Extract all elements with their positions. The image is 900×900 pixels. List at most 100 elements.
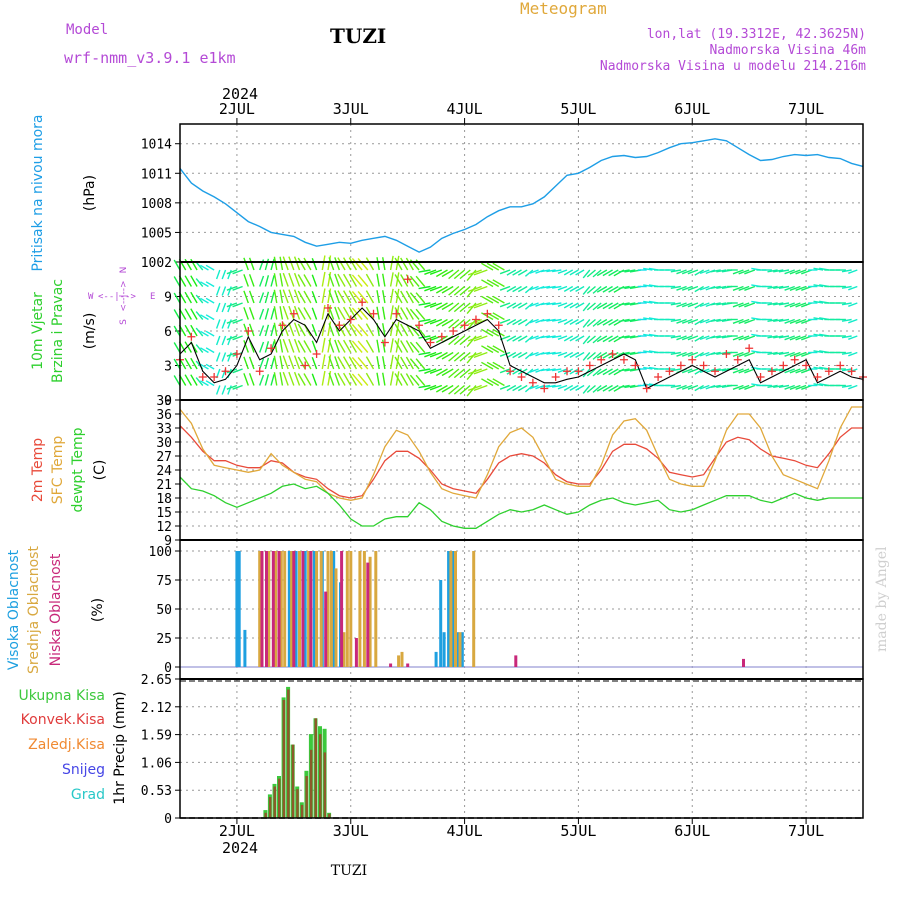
wind-arrow bbox=[624, 351, 636, 356]
wind-arrow bbox=[540, 351, 551, 355]
wind-arrow bbox=[506, 285, 517, 293]
cloud-bar-3 bbox=[271, 551, 275, 667]
wind-arrow bbox=[773, 335, 784, 339]
wind-arrow bbox=[279, 339, 284, 353]
compass-ew-arrow: <--|--> bbox=[98, 292, 137, 302]
wind-arrow bbox=[297, 356, 306, 370]
wind-arrow bbox=[282, 338, 289, 353]
cloud-bar-1 bbox=[442, 632, 446, 667]
wind-arrow bbox=[602, 368, 613, 376]
wind-arrow bbox=[670, 368, 681, 372]
wind-arrow bbox=[569, 269, 579, 276]
cloud-bar-2 bbox=[368, 556, 372, 667]
wind-arrow bbox=[429, 384, 443, 391]
wind-arrow bbox=[586, 285, 596, 294]
precip-ytick-label: 0 bbox=[164, 812, 172, 827]
wind-arrow bbox=[351, 373, 363, 386]
wind-arrow bbox=[264, 324, 270, 337]
wind-arrow bbox=[297, 340, 306, 353]
wind-arrow bbox=[365, 323, 375, 337]
wind-arrow bbox=[778, 335, 790, 339]
cloud-bar-2 bbox=[267, 551, 271, 667]
wind-arrow bbox=[563, 351, 574, 359]
wind-arrow bbox=[405, 290, 414, 304]
wind-arrow bbox=[789, 335, 801, 341]
clouds-ytick-label: 25 bbox=[156, 632, 172, 647]
wind-arrow bbox=[699, 269, 710, 275]
wind-arrow bbox=[173, 292, 181, 304]
cloud-bar-1 bbox=[456, 632, 460, 667]
wind-arrow bbox=[535, 285, 545, 291]
wind-arrow bbox=[546, 302, 556, 306]
wind-arrow bbox=[848, 269, 858, 274]
wind-arrow bbox=[586, 269, 596, 278]
wind-arrow bbox=[705, 351, 716, 357]
wind-arrow bbox=[400, 323, 409, 337]
wind-arrow bbox=[778, 351, 790, 355]
wind-arrow bbox=[575, 302, 585, 309]
wind-arrow bbox=[778, 384, 790, 388]
xtick-label-bottom: 5JUL bbox=[560, 822, 596, 840]
wind-arrow bbox=[200, 281, 209, 288]
wind-arrow bbox=[795, 384, 807, 390]
wind-arrow bbox=[270, 308, 275, 320]
wind-arrow bbox=[327, 321, 332, 337]
wind-arrow bbox=[618, 285, 630, 290]
wind-ytick-label: 0 bbox=[164, 394, 172, 409]
wind-arrow bbox=[195, 377, 204, 386]
xtick-label-top: 6JUL bbox=[674, 100, 710, 118]
wind-arrow bbox=[173, 375, 181, 386]
wind-arrow bbox=[297, 373, 306, 386]
wind-arrow bbox=[738, 384, 750, 390]
gust-marker bbox=[312, 350, 321, 358]
wind-arrow bbox=[535, 368, 545, 373]
wind-arrow bbox=[681, 269, 693, 275]
wind-arrow bbox=[841, 351, 852, 355]
wind-arrow bbox=[195, 311, 204, 320]
gust-marker bbox=[688, 355, 697, 364]
wind-arrow bbox=[459, 368, 471, 379]
wind-arrow bbox=[716, 285, 727, 289]
wind-arrow bbox=[582, 385, 591, 394]
wind-arrow bbox=[546, 384, 556, 388]
wind-arrow bbox=[448, 368, 460, 379]
wind-arrow bbox=[351, 356, 363, 370]
wind-arrow bbox=[586, 335, 596, 344]
wind-arrow bbox=[297, 257, 306, 271]
wind-arrow bbox=[473, 335, 488, 342]
xtick-label-bottom: 2JUL bbox=[219, 822, 255, 840]
wind-arrow bbox=[415, 374, 426, 386]
wind-arrow bbox=[394, 373, 403, 386]
wind-arrow bbox=[297, 307, 306, 320]
wind-arrow bbox=[415, 325, 426, 337]
precip-conv-bar bbox=[264, 812, 267, 818]
wind-arrow bbox=[424, 384, 437, 391]
wind-arrow bbox=[694, 302, 704, 309]
wind-arrow bbox=[676, 384, 687, 390]
compass-east: E bbox=[150, 292, 155, 302]
temp-ylabel-dew: dewpt Temp bbox=[70, 427, 86, 512]
wind-arrow bbox=[738, 318, 750, 324]
wind-arrow bbox=[453, 318, 466, 329]
wind-arrow bbox=[264, 308, 270, 320]
wind-arrow bbox=[841, 318, 852, 322]
wind-arrow bbox=[389, 288, 394, 304]
wind-arrow bbox=[328, 372, 335, 386]
wind-arrow bbox=[557, 285, 568, 291]
wind-arrow bbox=[732, 285, 744, 291]
temperature-ytick-label: 18 bbox=[156, 492, 172, 507]
wind-arrow bbox=[710, 351, 721, 355]
wind-arrow bbox=[293, 355, 301, 370]
cloud-bar-2 bbox=[258, 551, 262, 667]
temperature-ytick-label: 15 bbox=[156, 506, 172, 521]
wind-arrow bbox=[592, 285, 602, 294]
wind-arrow bbox=[557, 368, 568, 373]
wind-arrow bbox=[424, 285, 437, 292]
temperature-ytick-label: 33 bbox=[156, 422, 172, 437]
cloud-bar-1 bbox=[237, 551, 241, 667]
wind-arrow bbox=[582, 319, 591, 328]
wind-arrow bbox=[270, 275, 275, 287]
wind-arrow bbox=[716, 318, 727, 322]
wind-arrow bbox=[293, 338, 301, 353]
cloud-bar-3 bbox=[292, 551, 296, 667]
